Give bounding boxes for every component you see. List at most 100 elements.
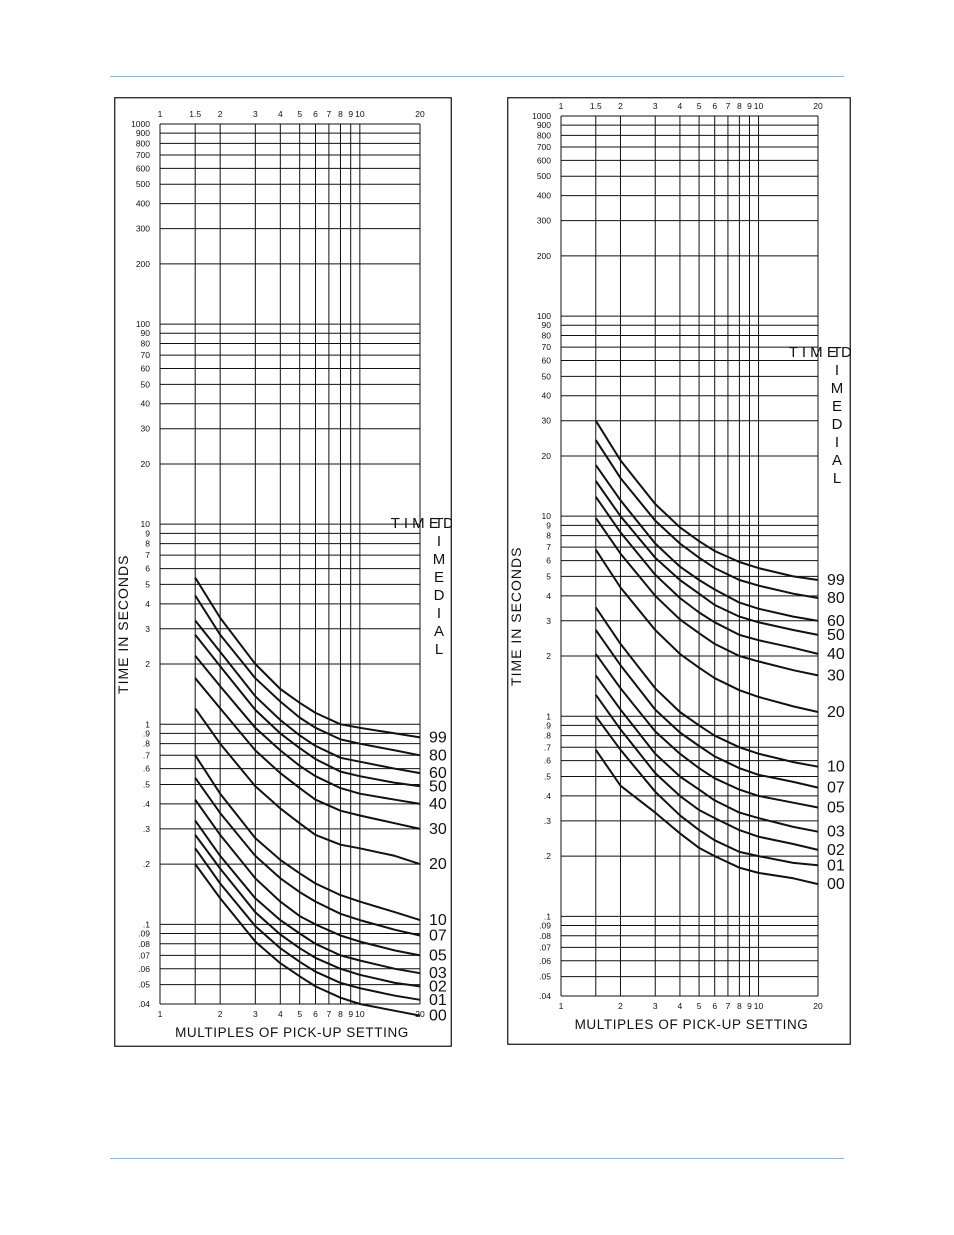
curve-label-05: 05 (827, 800, 845, 817)
x-tick-label-bottom: 5 (297, 1009, 302, 1019)
side-label-letter: L (833, 470, 841, 487)
y-tick-label: .08 (138, 939, 150, 949)
y-tick-label: .8 (143, 739, 150, 749)
y-tick-label: 40 (542, 391, 552, 401)
x-tick-label-bottom: 10 (754, 1001, 764, 1011)
y-tick-label: 1 (145, 719, 150, 729)
x-tick-label-bottom: 7 (726, 1001, 731, 1011)
y-tick-label: 100 (537, 311, 551, 321)
curve-label-10: 10 (827, 759, 845, 776)
y-tick-label: .09 (539, 921, 551, 931)
y-tick-label: 1000 (532, 111, 551, 121)
x-tick-label-bottom: 1 (559, 1001, 564, 1011)
curve-label-07: 07 (827, 780, 845, 797)
curve-label-60: 60 (827, 613, 845, 630)
x-tick-label-bottom: 20 (813, 1001, 823, 1011)
time-curve-05 (194, 799, 421, 957)
y-tick-label: .6 (544, 756, 551, 766)
curve-label-40: 40 (429, 796, 447, 813)
curve-label-99: 99 (429, 729, 447, 746)
side-label-text: T I M E D I A L (789, 344, 851, 361)
side-label-timedial: T I M E D I A LTIMEDIAL (391, 515, 452, 658)
y-tick-label: 4 (145, 599, 150, 609)
x-tick-label-top: 3 (253, 109, 258, 119)
curve-label-80: 80 (429, 747, 447, 764)
y-tick-label: 7 (145, 550, 150, 560)
x-tick-label-bottom: 6 (313, 1009, 318, 1019)
curve-label-03: 03 (827, 824, 845, 841)
y-tick-label: .2 (143, 859, 150, 869)
curve-label-30: 30 (429, 821, 447, 838)
time-curve-50 (594, 480, 819, 636)
y-tick-label: 300 (136, 224, 150, 234)
time-curve-02 (594, 694, 819, 851)
side-label-letter: I (437, 605, 441, 622)
curve-label-01: 01 (429, 992, 447, 1009)
y-tick-label: 80 (141, 338, 151, 348)
y-tick-label: .1 (544, 911, 551, 921)
x-tick-label-top: 5 (297, 109, 302, 119)
side-label-letter: E (434, 569, 444, 586)
y-tick-label: 600 (537, 155, 551, 165)
x-tick-label-top: 9 (747, 101, 752, 111)
time-curve-00 (594, 749, 819, 886)
curve-label-20: 20 (429, 856, 447, 873)
curve-label-01: 01 (827, 857, 845, 874)
time-curve-01 (594, 715, 819, 867)
y-tick-label: .08 (539, 931, 551, 941)
chart-frame (114, 97, 452, 1047)
y-tick-label: 900 (136, 128, 150, 138)
y-tick-label: .04 (539, 991, 551, 1001)
time-curve-02 (194, 834, 421, 988)
x-tick-label-bottom: 10 (355, 1009, 365, 1019)
y-tick-label: 500 (136, 179, 150, 189)
x-tick-label-top: 1.5 (590, 101, 602, 111)
side-label-letter: D (434, 587, 445, 604)
time-curve-60 (594, 464, 819, 622)
time-curve-40 (594, 496, 819, 655)
y-tick-label: 5 (145, 579, 150, 589)
x-tick-label-bottom: 4 (678, 1001, 683, 1011)
y-tick-label: 10 (141, 519, 151, 529)
time-curve-50 (194, 634, 421, 788)
y-tick-label: 600 (136, 163, 150, 173)
time-curve-60 (194, 619, 421, 775)
y-tick-label: 6 (546, 556, 551, 566)
y-tick-label: .9 (143, 728, 150, 738)
side-label-timedial: T I M E D I A LTIMEDIAL (789, 344, 851, 487)
y-tick-label: .3 (143, 824, 150, 834)
x-tick-label-top: 4 (678, 101, 683, 111)
x-tick-label-top: 8 (737, 101, 742, 111)
x-tick-label-top: 9 (348, 109, 353, 119)
y-tick-label: 1000 (131, 119, 150, 129)
time-curve-07 (594, 629, 819, 789)
x-tick-label-bottom: 7 (327, 1009, 332, 1019)
x-axis-label: MULTIPLES OF PICK-UP SETTING (175, 1025, 409, 1040)
curve-label-50: 50 (827, 627, 845, 644)
y-tick-label: 200 (136, 259, 150, 269)
y-tick-label: 30 (141, 424, 151, 434)
time-curve-40 (194, 655, 421, 805)
y-tick-label: 70 (141, 350, 151, 360)
x-tick-label-bottom: 9 (348, 1009, 353, 1019)
y-tick-label: 800 (537, 130, 551, 140)
y-tick-label: 30 (542, 416, 552, 426)
y-tick-label: 9 (546, 520, 551, 530)
side-label-letter: A (434, 623, 444, 640)
side-label-letter: T (832, 344, 841, 361)
time-curve-20 (594, 549, 819, 713)
curve-label-20: 20 (827, 704, 845, 721)
y-tick-label: 8 (145, 539, 150, 549)
x-tick-label-bottom: 9 (747, 1001, 752, 1011)
y-tick-label: 300 (537, 216, 551, 226)
x-tick-label-top: 10 (754, 101, 764, 111)
side-label-letter: T (434, 515, 443, 532)
y-tick-label: 50 (542, 371, 552, 381)
time-curve-30 (594, 517, 819, 677)
side-label-letter: I (835, 434, 839, 451)
footer-rule (110, 1158, 844, 1159)
y-tick-label: .07 (539, 942, 551, 952)
x-tick-label-top: 3 (653, 101, 658, 111)
chart-frame (507, 97, 851, 1045)
side-label-letter: I (437, 533, 441, 550)
